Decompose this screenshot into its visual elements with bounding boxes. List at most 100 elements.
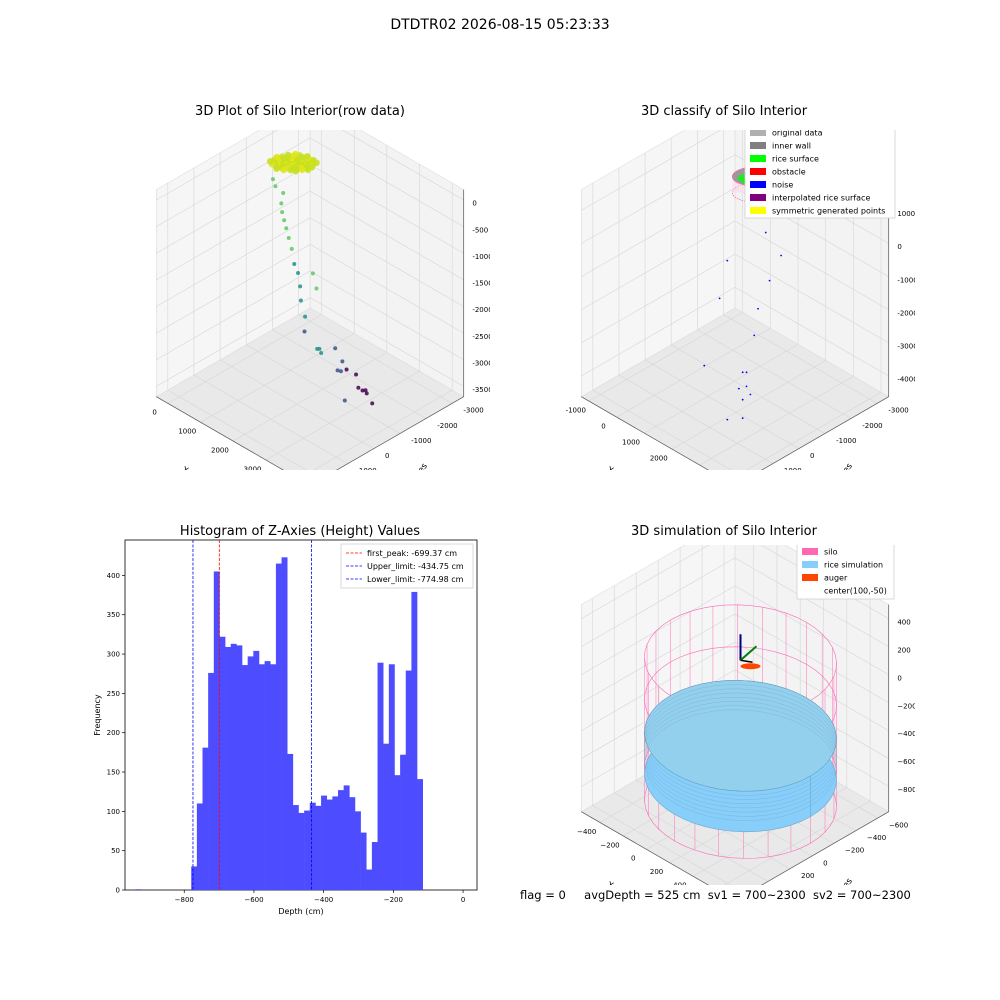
raw-data-point <box>298 284 303 289</box>
cls-z-tick: -3000 <box>897 343 915 351</box>
raw-surface-point <box>292 168 299 175</box>
hist-bar <box>360 832 367 890</box>
raw-surface-point <box>299 166 306 174</box>
sim-rice-mesh <box>644 701 837 813</box>
raw-data-3d-plot: 01000200030004000-3000-2000-100001000200… <box>152 130 490 470</box>
raw-gridline <box>309 137 464 227</box>
cls-noise-point <box>718 297 721 300</box>
cls-gridline <box>734 253 889 344</box>
hist-y-tick-label: 250 <box>107 690 120 698</box>
raw-gridline <box>309 190 464 281</box>
hist-x-tick-label: −400 <box>314 896 333 904</box>
hist-y-tick-label: 0 <box>116 887 120 895</box>
hist-y-tick-label: 150 <box>107 769 120 777</box>
sim-x-tick: 400 <box>673 882 686 885</box>
hist-y-tick-label: 50 <box>111 847 120 855</box>
cls-gridline <box>581 187 736 277</box>
cls-noise-point <box>703 364 706 367</box>
sim-x-axis-label: X Axies <box>606 880 639 885</box>
cls-x-tick: 0 <box>601 422 605 430</box>
cls-noise-point <box>741 398 744 401</box>
sim-y-axis-label: Y Axies <box>827 876 855 885</box>
sim-y-tick: −600 <box>889 821 908 829</box>
status-footer: flag = 0 avgDepth = 525 cm sv1 = 700~230… <box>520 888 911 902</box>
hist-bar <box>213 571 220 890</box>
sim-z-tick: −800 <box>897 786 915 794</box>
cls-legend-swatch <box>750 155 766 162</box>
raw-gridline <box>309 297 464 387</box>
raw-gridline <box>200 333 355 423</box>
raw-x-tick: 2000 <box>211 446 229 454</box>
cls-legend-label: symmetric generated points <box>772 207 885 216</box>
cls-legend-swatch <box>750 194 766 201</box>
sim-legend-label: rice simulation <box>824 561 883 570</box>
raw-gridline <box>298 314 453 404</box>
hist-bar <box>275 563 282 890</box>
sim-z-tick: 0 <box>897 674 901 682</box>
raw-surface-point <box>273 153 281 161</box>
cls-x-axis-label: X Axies <box>606 465 639 470</box>
raw-gridline <box>156 164 311 254</box>
raw-data-point <box>360 388 365 393</box>
cls-gridline <box>671 360 826 450</box>
hist-y-tick-label: 350 <box>107 611 120 619</box>
sim-gridline <box>581 613 736 703</box>
cls-axis-line <box>581 396 889 470</box>
raw-gridline <box>219 359 374 449</box>
raw-surface-point <box>273 165 280 172</box>
cls-noise-point <box>726 259 729 262</box>
sim-legend-swatch <box>802 561 818 568</box>
hist-bar <box>236 645 243 890</box>
raw-data-point <box>356 385 361 390</box>
cls-y-tick: -3000 <box>888 407 908 415</box>
cls-legend-swatch <box>750 130 766 136</box>
cls-legend-label: interpolated rice surface <box>772 194 870 203</box>
hist-bar <box>366 869 373 890</box>
hist-y-tick-label: 200 <box>107 729 120 737</box>
raw-gridline <box>156 297 311 387</box>
raw-y-axis-label: Y Axies <box>402 461 430 470</box>
raw-y-tick: -1000 <box>411 437 431 445</box>
sim-z-tick: −600 <box>897 758 915 766</box>
cls-legend-swatch <box>750 168 766 175</box>
sim-rice-mesh <box>644 684 837 796</box>
raw-data-point <box>338 369 343 374</box>
cls-gridline <box>745 392 882 470</box>
raw-data-point <box>282 218 287 223</box>
raw-gridline <box>156 217 311 307</box>
sim-gridline <box>592 805 731 885</box>
cls-pane <box>580 130 736 398</box>
hist-y-tick-label: 400 <box>107 572 120 580</box>
raw-data-point <box>280 210 285 215</box>
cls-x-tick: -1000 <box>566 406 586 414</box>
cls-noise-point <box>741 417 744 420</box>
raw-gridline <box>309 164 464 254</box>
hist-bar <box>191 866 198 890</box>
cls-gridline <box>671 344 826 434</box>
cls-gridline <box>699 376 854 466</box>
hist-bar <box>230 643 237 890</box>
raw-gridline <box>232 352 388 442</box>
hist-bar <box>281 557 288 890</box>
raw-gridline <box>309 217 464 307</box>
sim-legend-label: auger <box>824 574 848 583</box>
raw-data-point <box>340 359 345 364</box>
cls-gridline <box>697 329 852 419</box>
cls-noise-point <box>753 334 756 337</box>
raw-gridline <box>309 270 464 361</box>
cls-legend-label: original data <box>772 130 823 138</box>
raw-y-tick: -3000 <box>463 407 483 415</box>
raw-data-point <box>284 226 289 231</box>
sim-rice-mesh <box>644 705 837 817</box>
hist-y-axis-label: Frequency <box>93 694 102 736</box>
sim-auger <box>740 663 761 670</box>
sim-legend-swatch <box>802 574 818 581</box>
sim-gridline <box>581 585 736 675</box>
hist-bar <box>247 656 254 890</box>
cls-gridline <box>618 374 773 464</box>
sim-y-arrow <box>739 645 758 662</box>
sim-y-tick: −400 <box>867 834 886 842</box>
sim-x-tick: 200 <box>650 868 663 876</box>
cls-gridline <box>581 130 722 211</box>
cls-noise-point <box>749 393 752 396</box>
